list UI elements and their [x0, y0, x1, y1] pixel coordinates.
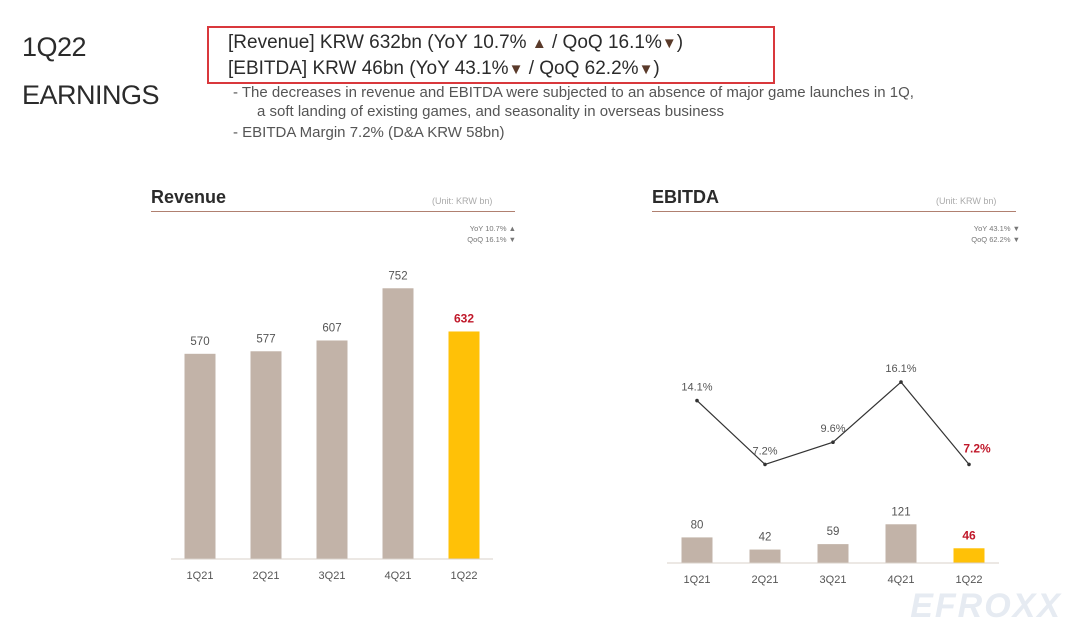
ebitda-summary-line: [EBITDA] KRW 46bn (YoY 43.1%▼ / QoQ 62.2…	[228, 58, 660, 80]
ebitda-margin-point-label: 16.1%	[885, 363, 916, 375]
revenue-value-label: 570	[190, 336, 209, 348]
ebitda-margin-point	[763, 462, 767, 467]
revenue-bar-4Q21	[382, 288, 414, 559]
ebitda-margin-point	[831, 440, 835, 445]
revenue-tick-label: 1Q22	[451, 570, 478, 582]
revenue-summary-qoq: / QoQ 16.1%	[546, 32, 662, 53]
ebitda-bar-1Q22	[953, 548, 985, 563]
page-title-quarter: 1Q22	[22, 32, 87, 62]
revenue-value-label: 752	[388, 270, 407, 282]
revenue-divider	[151, 211, 515, 212]
ebitda-margin-point-label: 7.2%	[752, 445, 777, 457]
watermark-logo: EFROXX	[910, 587, 1062, 625]
ebitda-summary-end: )	[653, 58, 660, 79]
ebitda-tick-label: 3Q21	[820, 574, 847, 586]
ebitda-bar-3Q21	[817, 544, 849, 563]
revenue-value-label: 577	[256, 333, 275, 345]
ebitda-value-label: 46	[962, 528, 976, 542]
ebitda-unit: (Unit: KRW bn)	[936, 196, 997, 206]
ebitda-divider	[652, 211, 1016, 212]
revenue-bar-2Q21	[250, 351, 282, 559]
ebitda-bar-1Q21	[681, 537, 713, 563]
revenue-unit: (Unit: KRW bn)	[432, 196, 493, 206]
ebitda-margin-point	[695, 398, 699, 403]
revenue-tick-label: 2Q21	[253, 570, 280, 582]
revenue-summary-line: [Revenue] KRW 632bn (YoY 10.7% ▲ / QoQ 1…	[228, 32, 683, 54]
bullet-reason: - The decreases in revenue and EBITDA we…	[233, 84, 914, 101]
arrow-up-icon: ▲	[531, 35, 547, 52]
ebitda-bar-4Q21	[885, 524, 917, 563]
ebitda-bar-2Q21	[749, 549, 781, 563]
ebitda-tick-label: 1Q22	[956, 574, 983, 586]
arrow-down-icon: ▼	[508, 61, 524, 78]
ebitda-margin-point-label: 7.2%	[963, 441, 991, 455]
ebitda-value-label: 42	[759, 532, 772, 544]
arrow-down-icon: ▼	[638, 61, 654, 78]
revenue-legend-qoq: QoQ 16.1% ▼	[467, 235, 516, 244]
ebitda-margin-point	[899, 380, 903, 384]
ebitda-tick-label: 1Q21	[684, 574, 711, 586]
arrow-down-icon: ▼	[661, 35, 677, 52]
ebitda-legend-yoy: YoY 43.1% ▼	[973, 224, 1020, 233]
revenue-tick-label: 1Q21	[187, 570, 214, 582]
ebitda-value-label: 80	[691, 519, 704, 531]
revenue-bar-3Q21	[316, 340, 348, 559]
ebitda-tick-label: 4Q21	[888, 574, 915, 586]
ebitda-summary-qoq: / QoQ 62.2%	[523, 58, 639, 79]
revenue-value-label: 607	[322, 322, 341, 334]
ebitda-value-label: 59	[827, 526, 840, 538]
ebitda-tick-label: 2Q21	[752, 574, 779, 586]
revenue-bar-1Q21	[184, 353, 216, 559]
bullet-margin: - EBITDA Margin 7.2% (D&A KRW 58bn)	[233, 124, 505, 141]
ebitda-margin-point	[967, 462, 971, 467]
ebitda-panel-title: EBITDA	[652, 187, 719, 207]
revenue-bar-1Q22	[448, 331, 480, 559]
revenue-value-label: 632	[454, 311, 474, 325]
ebitda-margin-point-label: 14.1%	[681, 382, 712, 394]
ebitda-margin-point-label: 9.6%	[820, 423, 845, 435]
page-title-earnings: EARNINGS	[22, 80, 160, 110]
bullet-reason-cont: a soft landing of existing games, and se…	[257, 103, 724, 120]
revenue-summary-text: [Revenue] KRW 632bn (YoY 10.7%	[228, 32, 532, 53]
revenue-tick-label: 4Q21	[385, 570, 412, 582]
revenue-summary-end: )	[676, 32, 684, 53]
revenue-panel-title: Revenue	[151, 187, 227, 207]
ebitda-legend-qoq: QoQ 62.2% ▼	[971, 235, 1020, 244]
ebitda-value-label: 121	[891, 506, 910, 518]
ebitda-summary-text: [EBITDA] KRW 46bn (YoY 43.1%	[228, 58, 509, 79]
summary-highlight-box	[207, 26, 775, 84]
revenue-tick-label: 3Q21	[319, 570, 346, 582]
revenue-legend-yoy: YoY 10.7% ▲	[469, 224, 516, 233]
